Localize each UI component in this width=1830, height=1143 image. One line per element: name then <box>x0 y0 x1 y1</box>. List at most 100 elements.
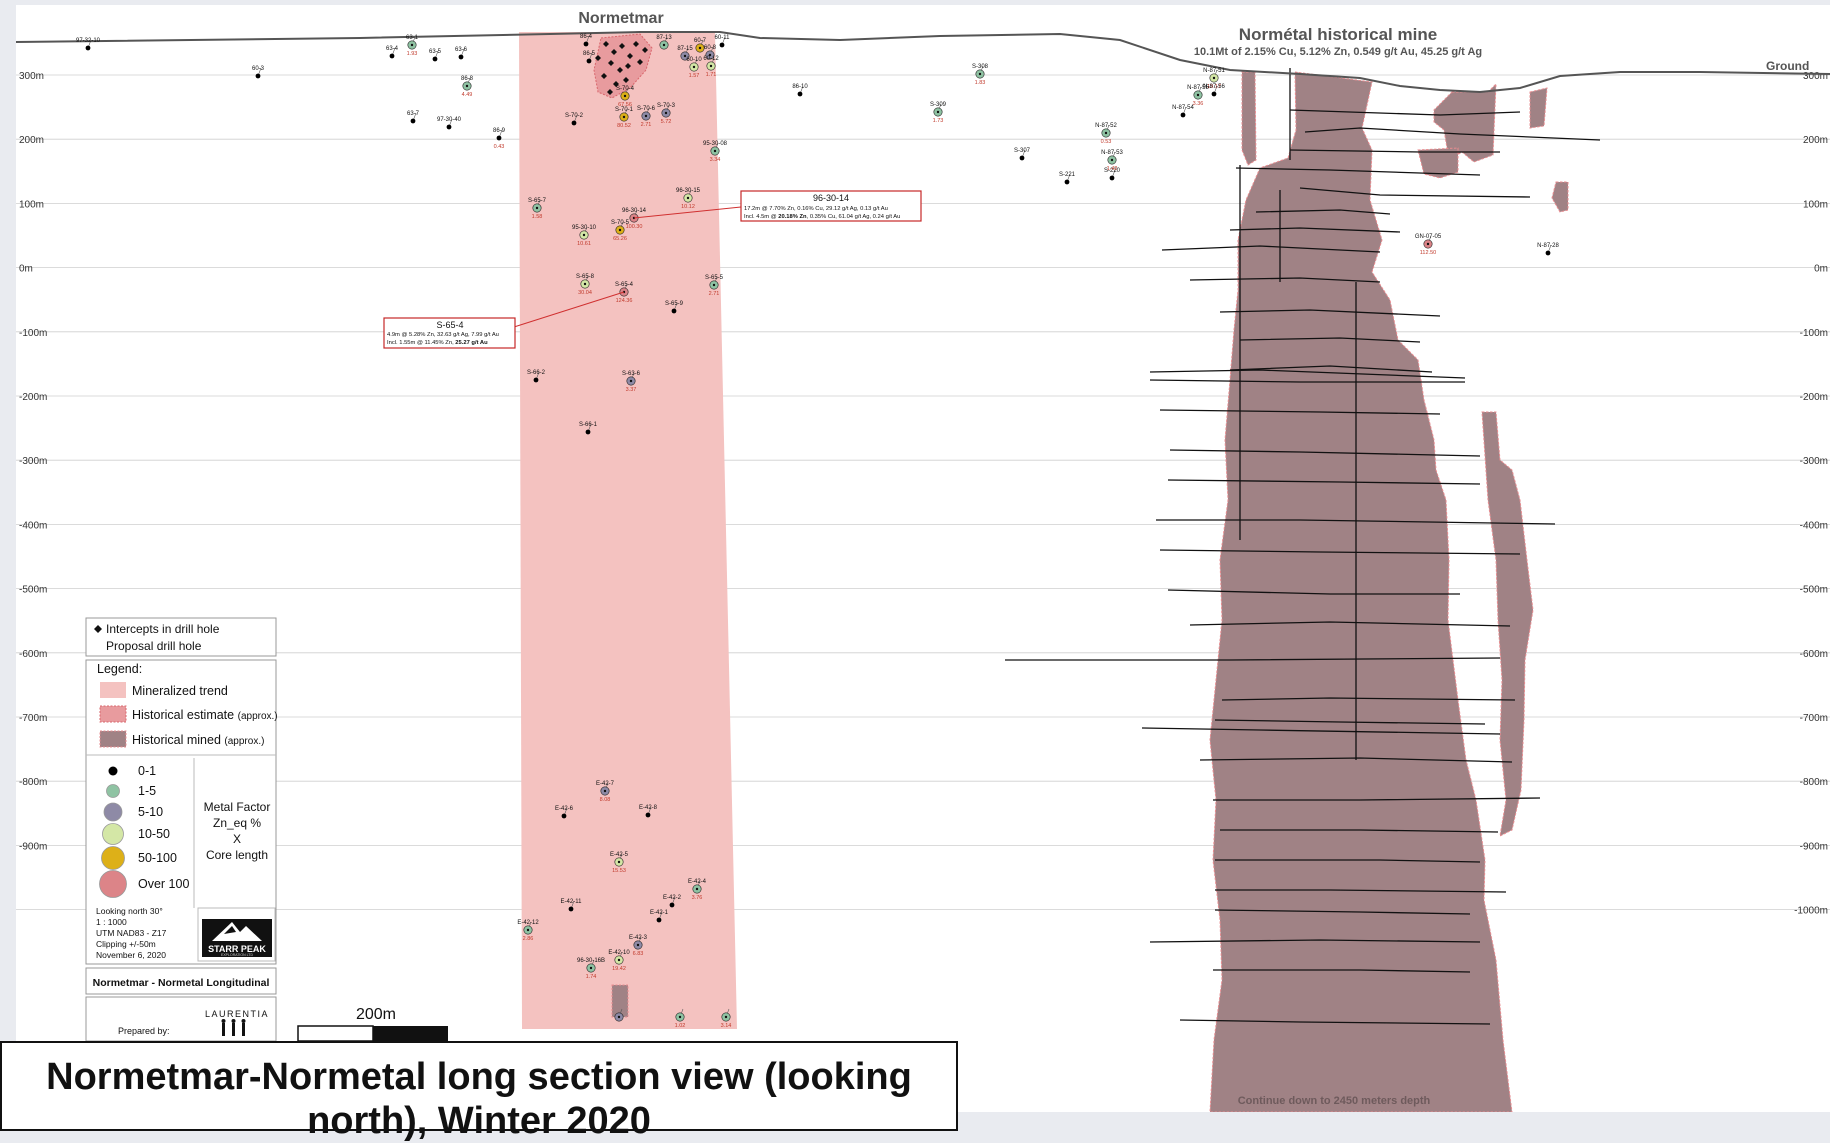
drill-hole-value: 8.08 <box>600 797 611 803</box>
mine-drift <box>1149 379 1465 383</box>
drill-hole-name: E-42-2 <box>663 895 682 901</box>
intercept-diamond <box>607 89 613 95</box>
legend-mined: Historical mined (approx.) <box>132 733 264 747</box>
drill-hole-name: N-87-51 <box>1203 68 1225 74</box>
depth-label-right: -500m <box>1800 585 1828 596</box>
drill-hole: N-87-51 19.17 <box>1203 68 1225 90</box>
drill-hole-name: E-42-11 <box>561 899 583 905</box>
intercept-diamond <box>633 41 639 47</box>
drill-hole: 60-11 <box>715 35 730 48</box>
drill-hole: 86-8 4.49 <box>461 76 474 98</box>
drill-hole-value: 0.43 <box>494 144 505 150</box>
drill-hole-name: S-65-4 <box>615 282 634 288</box>
legend-class-label: Over 100 <box>138 877 189 891</box>
legend-metal-factor-1: Metal Factor <box>204 800 271 814</box>
starr-peak-logo: STARR PEAK EXPLORATION LTD <box>197 907 276 962</box>
svg-text:EXPLORATION LTD: EXPLORATION LTD <box>221 953 253 957</box>
drill-hole-value: 67.56 <box>618 102 632 108</box>
legend-swatch-estimate <box>99 705 127 723</box>
drill-hole-name: N-87-56 <box>1203 84 1225 90</box>
depth-label-right: -100m <box>1800 328 1828 339</box>
drill-hole-name: 96-30-14 <box>622 208 647 214</box>
prepared-by: Prepared by: <box>118 1026 170 1036</box>
drill-hole-value: 1.02 <box>675 1023 686 1029</box>
intercept-diamond <box>625 63 631 69</box>
drill-hole: S-70-4 67.56 <box>616 86 635 108</box>
drill-hole-value: 1.71 <box>706 72 717 78</box>
drill-hole-name: S-70-4 <box>616 86 635 92</box>
drill-hole: E-42-5 15.53 <box>610 852 629 874</box>
drill-hole-value: 1.74 <box>586 974 597 980</box>
intercept-diamond <box>595 55 601 61</box>
depth-label-right: 0m <box>1814 264 1828 275</box>
ground-label: Ground <box>1766 59 1809 73</box>
drill-hole: 95-30-10 10.61 <box>572 225 597 247</box>
drill-hole-name: 60-3 <box>252 66 265 72</box>
depth-label-right: -800m <box>1800 777 1828 788</box>
mine-drift <box>1229 227 1401 233</box>
drill-hole-value: 19.42 <box>612 966 626 972</box>
drill-hole-name: E-42-4 <box>688 879 707 885</box>
depth-label-left: -700m <box>19 713 47 724</box>
drill-hole: E-42-1 <box>650 910 669 923</box>
legend-proposal: Proposal drill hole <box>106 639 202 653</box>
drill-hole-name: N-87-54 <box>1172 105 1194 111</box>
intercept-diamond <box>603 41 609 47</box>
drill-hole: S-70-5 65.26 <box>611 220 630 242</box>
drill-hole-value: 0.53 <box>1101 139 1112 145</box>
drill-hole-name: 97-30-40 <box>437 117 462 123</box>
legend-swatch-trend <box>100 682 126 698</box>
mine-drift <box>1219 309 1441 317</box>
drill-hole: 95-30-08 3.34 <box>703 141 728 163</box>
callout-title: S-65-4 <box>436 320 463 330</box>
scale-bar: 200m <box>297 1006 448 1042</box>
depth-label-right: -1000m <box>1794 906 1828 917</box>
legend-class-label: 1-5 <box>138 784 156 798</box>
drill-hole: 3.14 <box>721 1008 731 1029</box>
mine-drift <box>1199 757 1513 763</box>
drill-hole: S-70-6 2.71 <box>637 106 656 128</box>
drill-hole-name: E-42-10 <box>608 950 630 956</box>
drill-hole-value: 80.52 <box>617 123 631 129</box>
mine-drift <box>1156 519 1556 525</box>
drill-hole: E-42-7 8.08 <box>596 781 615 803</box>
depth-label-left: -900m <box>19 841 47 852</box>
callout-line1: 17.2m @ 7.70% Zn, 0.16% Cu, 29.12 g/t Ag… <box>744 206 888 212</box>
drill-hole-name: S-65-7 <box>528 198 547 204</box>
drill-hole-name: 63-6 <box>455 47 468 53</box>
drill-hole-value: 100.30 <box>626 224 643 230</box>
drill-hole-name: 63-5 <box>429 49 442 55</box>
drill-hole-value: 65.26 <box>613 236 627 242</box>
mine-drift <box>1239 337 1421 343</box>
depth-label-left: 100m <box>19 199 44 210</box>
legend-class-label: 5-10 <box>138 805 163 819</box>
mine-drift <box>1215 889 1507 893</box>
drill-hole-name: N-87-55 <box>1187 85 1209 91</box>
depth-label-right: 300m <box>1803 71 1828 82</box>
mine-drift <box>1179 1019 1491 1025</box>
drill-hole: S-307 <box>1014 148 1031 161</box>
mine-drift <box>1289 149 1500 153</box>
plot-background <box>16 5 1830 1112</box>
drill-hole: 86-5 <box>583 51 596 64</box>
intercept-diamond <box>611 49 617 55</box>
mine-workings <box>1005 68 1601 1025</box>
drill-hole: S-70-3 5.72 <box>657 103 676 125</box>
drill-hole-name: S-307 <box>1014 148 1031 154</box>
drill-hole-name: 96-30-15 <box>676 188 701 194</box>
drill-hole: 63-1 1.93 <box>406 35 419 57</box>
mine-drift <box>1235 167 1481 176</box>
mine-drift <box>1167 479 1481 485</box>
drill-hole-name: 60-8 <box>704 45 717 51</box>
intercept-diamond <box>623 77 629 83</box>
drill-hole-name: S-70-2 <box>565 113 584 119</box>
mine-drift <box>1255 209 1391 215</box>
drill-hole: 96-30-15 10.12 <box>676 188 701 210</box>
drill-hole: 60-3 <box>252 66 265 79</box>
drill-hole: S-220 <box>1104 168 1121 181</box>
mine-drift <box>1213 969 1471 973</box>
mine-drift <box>1005 657 1501 661</box>
depth-label-left: -300m <box>19 456 47 467</box>
legend-class-symbol <box>108 766 118 776</box>
drill-hole-name: 63-4 <box>386 46 399 52</box>
